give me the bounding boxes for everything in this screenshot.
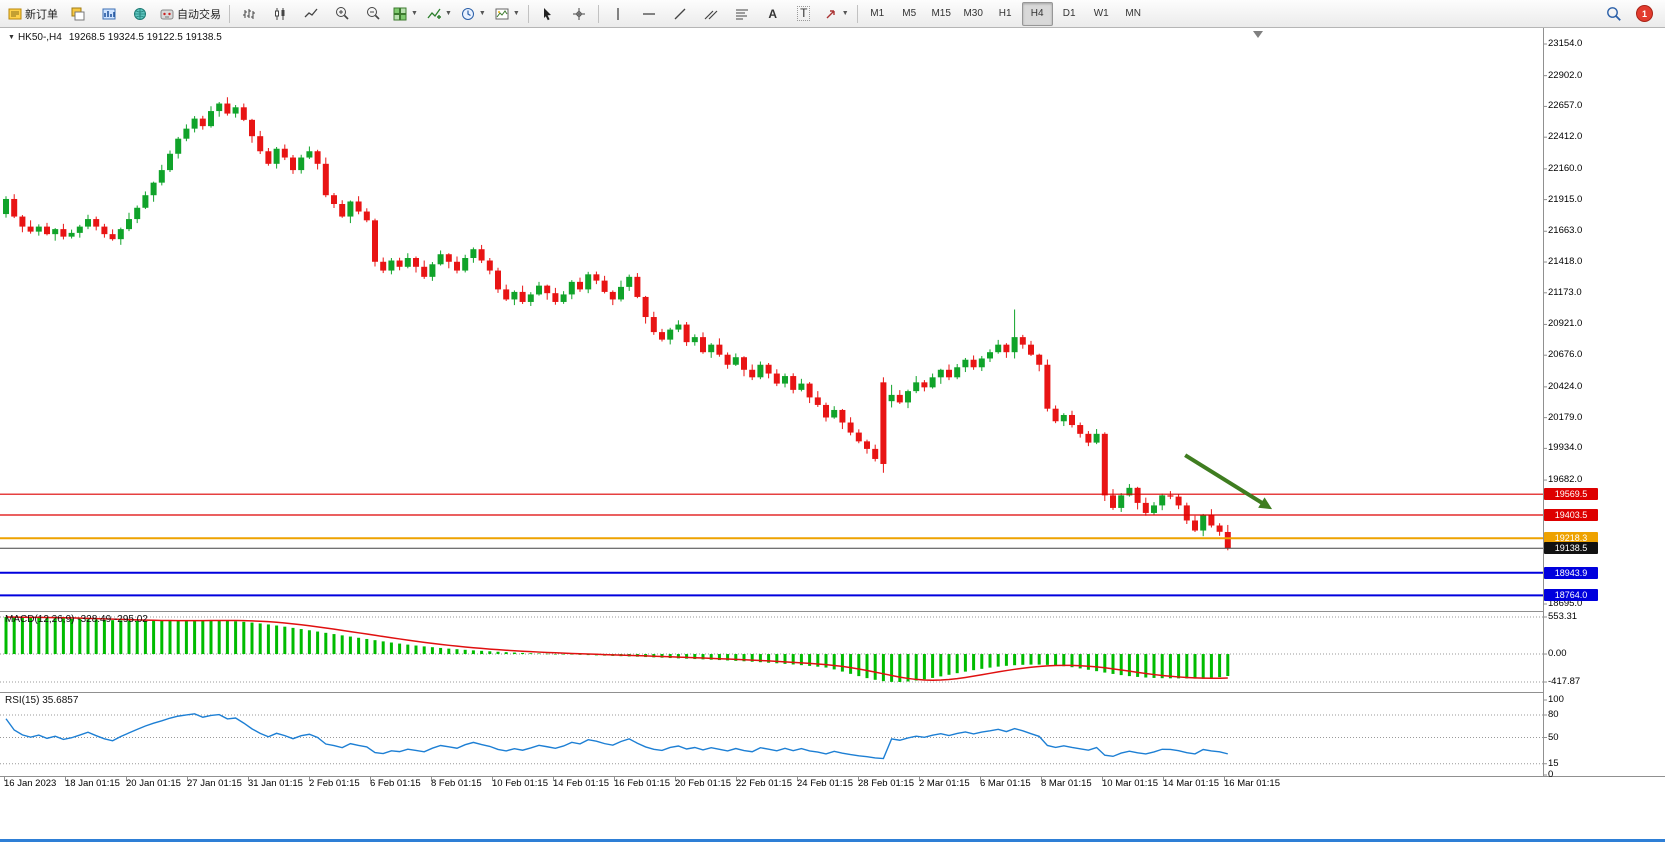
fibonacci-button[interactable] — [727, 2, 757, 26]
web-terminal-button[interactable] — [125, 2, 155, 26]
dropdown-caret-icon: ▼ — [444, 10, 452, 17]
toolbar-separator — [229, 4, 230, 23]
chart-shift-marker — [1253, 31, 1263, 38]
window-bottom-accent — [0, 839, 1665, 842]
chart-symbol-label: HK50-,H4 — [17, 32, 62, 43]
line-chart-button[interactable] — [296, 2, 326, 26]
add-indicator-icon — [427, 7, 441, 21]
zoom-out-icon — [366, 6, 381, 21]
charts-cascade-button[interactable] — [63, 2, 93, 26]
toolbar-separator — [856, 4, 858, 23]
arrows-tool-button[interactable]: ▼ — [820, 2, 853, 26]
timeframe-h4[interactable]: H4 — [1021, 1, 1053, 26]
trend-arrow — [1184, 453, 1267, 507]
candlestick-chart-button[interactable] — [265, 2, 295, 26]
dropdown-caret-icon: ▼ — [512, 10, 520, 17]
chart-header: ▼ HK50-,H4 19268.5 19324.5 19122.5 19138.5 — [8, 32, 222, 44]
algo-trading-label: 自动交易 — [177, 8, 221, 21]
vertical-line-button[interactable] — [603, 2, 633, 26]
new-order-button[interactable]: 新订单 — [4, 2, 62, 26]
fibonacci-icon — [735, 7, 749, 21]
search-icon — [1606, 6, 1622, 22]
toolbar: 新订单 自动交易 — [0, 0, 1665, 28]
dropdown-caret-icon: ▼ — [841, 10, 849, 17]
period-clock-button[interactable]: ▼ — [457, 2, 490, 26]
timeframe-d1[interactable]: D1 — [1062, 8, 1076, 19]
text-tool-button[interactable]: A — [758, 2, 788, 26]
horizontal-line-button[interactable] — [634, 2, 664, 26]
cursor-icon — [541, 7, 554, 21]
label-tool-label: T — [797, 6, 811, 21]
tile-windows-button[interactable]: ▼ — [389, 2, 422, 26]
equidistant-channel-button[interactable] — [696, 2, 726, 26]
dropdown-caret-icon: ▼ — [478, 10, 486, 17]
timeframe-group: M1 M5 M15 M30 H1 H4 D1 W1 MN — [862, 1, 1149, 26]
cursor-button[interactable] — [533, 2, 563, 26]
trendline-icon — [673, 7, 687, 21]
bar-chart-button[interactable] — [234, 2, 264, 26]
bar-chart-icon — [242, 7, 256, 21]
vertical-line-icon — [612, 7, 624, 21]
crosshair-icon — [572, 7, 586, 21]
globe-icon — [133, 7, 147, 21]
zoom-in-button[interactable] — [327, 2, 357, 26]
arrows-tool-icon — [824, 7, 838, 21]
timeframe-m1[interactable]: M1 — [870, 8, 885, 19]
toolbar-separator — [527, 4, 529, 23]
macd-indicator-label: MACD(12,26,9) -328.49 -295.02 — [5, 614, 148, 625]
data-window-icon — [102, 7, 116, 21]
algo-trading-button[interactable]: 自动交易 — [156, 2, 225, 26]
clock-icon — [461, 7, 475, 21]
notification-badge[interactable]: 1 — [1636, 5, 1653, 22]
zoom-out-button[interactable] — [358, 2, 388, 26]
tile-windows-icon — [393, 7, 407, 21]
horizontal-line-icon — [642, 8, 656, 20]
algo-trading-icon — [160, 7, 174, 21]
charts-cascade-icon — [71, 7, 85, 21]
dropdown-caret-icon: ▼ — [411, 10, 418, 17]
add-indicator-button[interactable]: ▼ — [423, 2, 456, 26]
new-order-icon — [8, 7, 22, 21]
timeframe-m5[interactable]: M5 — [902, 8, 917, 19]
trend-arrow-head — [1258, 497, 1273, 510]
toolbar-separator — [597, 4, 599, 23]
search-button[interactable] — [1599, 2, 1629, 26]
toolbar-right-group: 1 — [1599, 2, 1661, 26]
timeframe-w1[interactable]: W1 — [1093, 8, 1109, 19]
data-window-button[interactable] — [94, 2, 124, 26]
snapshot-icon — [495, 7, 509, 21]
timeframe-m15[interactable]: M15 — [931, 8, 951, 19]
rsi-indicator-label: RSI(15) 35.6857 — [5, 695, 79, 706]
crosshair-button[interactable] — [564, 2, 594, 26]
channel-icon — [704, 7, 718, 21]
new-order-label: 新订单 — [25, 8, 58, 21]
timeframe-mn[interactable]: MN — [1125, 8, 1141, 19]
trendline-button[interactable] — [665, 2, 695, 26]
timeframe-m30[interactable]: M30 — [963, 8, 983, 19]
chart-ohlc-values: 19268.5 19324.5 19122.5 19138.5 — [68, 32, 222, 43]
chart-snapshot-button[interactable]: ▼ — [491, 2, 524, 26]
zoom-in-icon — [335, 6, 350, 21]
candlestick-chart-icon — [273, 7, 287, 21]
chart-menu-arrow-icon: ▼ — [8, 34, 15, 41]
text-tool-label: A — [768, 6, 778, 21]
label-tool-button[interactable]: T — [789, 2, 819, 26]
line-chart-icon — [304, 7, 318, 21]
timeframe-h1[interactable]: H1 — [998, 8, 1012, 19]
